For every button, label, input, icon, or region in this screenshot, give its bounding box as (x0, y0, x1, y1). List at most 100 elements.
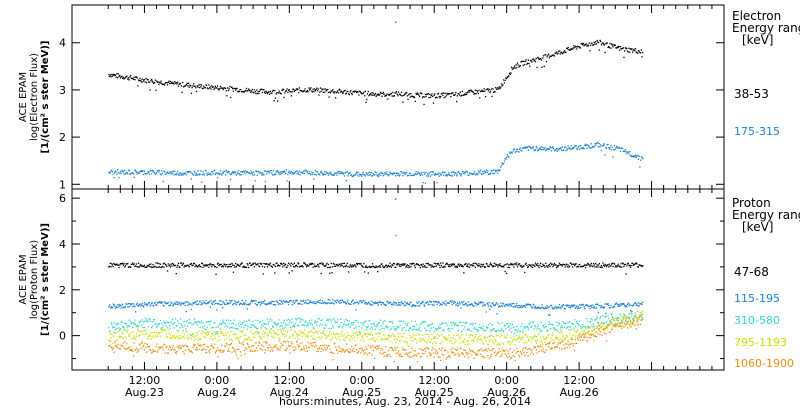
data-point (324, 173, 327, 176)
data-point (539, 307, 541, 310)
data-point (435, 173, 437, 176)
data-point (216, 85, 219, 87)
data-point (357, 171, 359, 173)
data-point (382, 338, 384, 340)
data-point (336, 174, 338, 176)
data-point (250, 264, 252, 267)
data-point (263, 89, 265, 91)
data-point (639, 312, 641, 314)
data-point (416, 339, 419, 341)
data-point (595, 307, 598, 309)
data-point (177, 301, 179, 303)
data-point (313, 263, 315, 265)
data-point (253, 171, 255, 173)
data-point (477, 92, 479, 95)
data-point (419, 348, 421, 350)
data-point (193, 262, 195, 265)
data-point (351, 322, 353, 324)
data-point (622, 150, 624, 152)
data-point (190, 333, 192, 336)
data-point (332, 89, 334, 91)
data-point (111, 306, 113, 308)
data-point (280, 330, 282, 333)
data-point (298, 266, 301, 268)
data-point (437, 263, 439, 265)
data-point (486, 327, 488, 329)
data-point (124, 347, 127, 350)
data-point (356, 349, 358, 351)
data-point (621, 303, 623, 305)
data-point (303, 302, 306, 304)
data-point (334, 320, 336, 322)
data-point (296, 335, 298, 337)
data-point (261, 263, 263, 265)
data-point (407, 98, 409, 100)
data-point (295, 264, 297, 267)
data-point (371, 266, 373, 268)
data-point (525, 325, 527, 328)
data-point (201, 320, 203, 322)
data-point (311, 173, 314, 176)
data-point (332, 359, 334, 361)
data-point (337, 299, 339, 301)
data-point (484, 90, 486, 92)
data-point (550, 55, 552, 58)
data-point (132, 331, 134, 333)
data-point (572, 304, 574, 306)
data-point (186, 320, 188, 322)
data-point (212, 264, 214, 266)
data-point (246, 263, 248, 265)
data-point (621, 303, 624, 305)
data-point (596, 303, 598, 305)
data-point (111, 307, 114, 309)
data-point (508, 266, 511, 269)
data-point (422, 321, 424, 323)
data-point (342, 325, 344, 327)
data-point (311, 345, 314, 347)
data-point (455, 353, 457, 355)
data-point (127, 169, 130, 171)
data-point (226, 337, 228, 340)
data-point (121, 305, 123, 307)
data-point (142, 305, 144, 307)
data-point (492, 173, 494, 175)
data-point (341, 91, 343, 93)
data-point (561, 149, 563, 151)
data-point (452, 347, 454, 349)
data-point (500, 265, 502, 267)
data-point (594, 266, 596, 268)
data-point (466, 321, 468, 323)
data-point (387, 336, 390, 338)
data-point (634, 314, 637, 316)
data-point (371, 337, 373, 340)
data-point (435, 96, 437, 98)
data-point (397, 95, 399, 97)
data-point (575, 322, 577, 324)
data-point (322, 174, 324, 176)
data-point (137, 172, 140, 174)
data-point (311, 337, 314, 339)
data-point (551, 263, 553, 265)
data-point (258, 265, 261, 268)
data-point (510, 262, 512, 265)
data-point (396, 172, 398, 174)
data-point (167, 329, 169, 331)
data-point (277, 322, 279, 325)
data-point (468, 89, 470, 92)
data-point (315, 345, 317, 347)
data-point (169, 264, 171, 266)
data-point (405, 172, 407, 174)
data-point (440, 342, 442, 344)
data-point (345, 303, 348, 305)
data-point (563, 307, 566, 310)
data-point (340, 334, 343, 336)
data-point (137, 304, 139, 307)
data-point (355, 172, 357, 175)
data-point (195, 322, 197, 324)
data-point (362, 300, 364, 302)
data-point (458, 303, 460, 305)
data-point (279, 346, 282, 348)
data-point (515, 264, 517, 266)
data-point (118, 266, 120, 269)
data-point (392, 264, 394, 267)
